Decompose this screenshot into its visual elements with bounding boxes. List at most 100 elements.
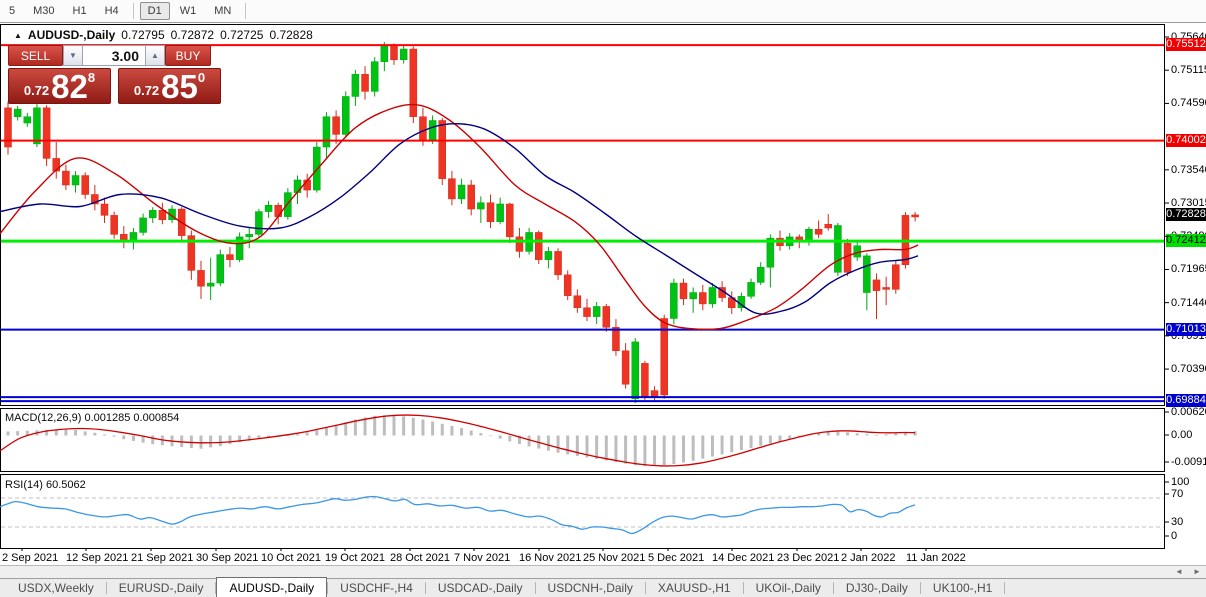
date-tick-label: 12 Sep 2021 (66, 552, 129, 564)
chart-tab-usdcad-daily[interactable]: USDCAD-,Daily (437, 581, 523, 595)
timeframe-toolbar: 5 M30 H1 H4 D1 W1 MN (0, 0, 1206, 23)
rsi-value: 60.5062 (45, 479, 86, 491)
rsi-tick-label: 100 (1171, 476, 1190, 488)
timeframe-button-h1[interactable]: H1 (72, 5, 87, 17)
tab-separator (742, 582, 744, 594)
macd-tick-label: -0.00919 (1171, 456, 1206, 468)
volume-decrease-icon[interactable]: ▼ (63, 45, 83, 66)
date-tick-label: 28 Oct 2021 (390, 552, 450, 564)
volume-increase-icon[interactable]: ▲ (145, 45, 165, 66)
tab-separator (327, 582, 329, 594)
timeframe-button-h4[interactable]: H4 (104, 5, 119, 17)
chart-tab-dj30-daily[interactable]: DJ30-,Daily (845, 581, 908, 595)
ohlc-close: 0.72828 (269, 28, 313, 42)
buy-price-point: 0 (197, 70, 206, 85)
ohlc-high: 0.72872 (170, 28, 215, 42)
price-badge-0.72412: 0.72412 (1166, 234, 1206, 248)
price-badge-0.71013: 0.71013 (1166, 322, 1206, 336)
date-tick-label: 19 Oct 2021 (325, 552, 385, 564)
collapse-panel-icon[interactable]: ▲ (14, 30, 22, 40)
sell-price-point: 8 (87, 70, 96, 85)
buy-button[interactable]: BUY (165, 45, 211, 66)
macd-tick-label: 0.006201 (1171, 406, 1206, 418)
ohlc-open: 0.72795 (121, 28, 165, 42)
timeframe-button-mn[interactable]: MN (214, 5, 232, 17)
date-tick-label: 11 Jan 2022 (906, 552, 966, 564)
ohlc-low: 0.72725 (220, 28, 264, 42)
tab-separator (105, 582, 107, 594)
sell-price-pips: 82 (51, 68, 88, 105)
date-tick-label: 23 Dec 2021 (777, 552, 840, 564)
macd-signal-line (0, 414, 916, 467)
date-tick-label: 2 Sep 2021 (2, 552, 59, 564)
rsi-label: RSI(14) 60.5062 (5, 479, 86, 491)
tab-separator (919, 582, 921, 594)
date-tick-label: 16 Nov 2021 (519, 552, 582, 564)
timeframe-button-w1[interactable]: W1 (179, 5, 197, 17)
tab-separator (832, 582, 834, 594)
sell-price-major: 0.72 (23, 83, 50, 98)
rsi-name: RSI(14) (5, 479, 43, 491)
sell-button[interactable]: SELL (8, 45, 63, 66)
chart-tab-usdcnh-daily[interactable]: USDCNH-,Daily (547, 581, 633, 595)
scroll-left-icon[interactable]: ◄ (1175, 567, 1183, 576)
volume-input[interactable]: 3.00 (83, 45, 145, 66)
scroll-right-icon[interactable]: ► (1193, 567, 1201, 576)
ma-slow-line (0, 122, 919, 315)
date-tick-label: 2 Jan 2022 (841, 552, 896, 564)
macd-values: 0.001285 0.000854 (84, 412, 180, 424)
buy-price-pips: 85 (161, 68, 198, 105)
price-badge-0.72828: 0.72828 (1166, 207, 1206, 221)
price-badge-0.69884: 0.69884 (1166, 394, 1206, 408)
date-tick-label: 7 Nov 2021 (454, 552, 511, 564)
macd-label: MACD(12,26,9) 0.001285 0.000854 (5, 412, 179, 424)
chart-tab-audusd-daily[interactable]: AUDUSD-,Daily (216, 577, 328, 597)
price-badge-0.75512: 0.75512 (1166, 38, 1206, 52)
rsi-tick-label: 70 (1171, 488, 1184, 500)
chart-tab-usdchf-h4[interactable]: USDCHF-,H4 (340, 581, 413, 595)
chart-tab-ukoil-daily[interactable]: UKOil-,Daily (755, 581, 821, 595)
timeframe-button-d1[interactable]: D1 (139, 2, 170, 20)
timeframe-button-5[interactable]: 5 (9, 5, 16, 17)
tab-separator (534, 582, 536, 594)
buy-price-major: 0.72 (133, 83, 160, 98)
tab-separator (644, 582, 646, 594)
buy-price-box[interactable]: 0.72 85 0 (118, 68, 221, 104)
toolbar-separator (245, 3, 247, 19)
tab-separator (215, 582, 217, 594)
macd-tick-label: 0.00 (1171, 429, 1193, 441)
macd-name: MACD(12,26,9) (5, 412, 82, 424)
sell-price-box[interactable]: 0.72 82 8 (8, 68, 111, 104)
one-click-trading-panel: SELL ▼ 3.00 ▲ BUY 0.72 82 8 0.72 85 0 (8, 45, 222, 104)
date-tick-label: 21 Sep 2021 (131, 552, 194, 564)
chart-tab-eurusd-daily[interactable]: EURUSD-,Daily (118, 581, 204, 595)
price-tick-label: 0.75115 (1171, 64, 1206, 77)
chart-symbol-label: AUDUSD-,Daily (27, 28, 116, 42)
ma-fast-line (0, 103, 919, 331)
horizontal-scrollbar[interactable]: ◄ ► (0, 565, 1206, 578)
date-tick-label: 25 Nov 2021 (583, 552, 646, 564)
price-tick-label: 0.73015 (1171, 197, 1206, 210)
date-tick-label: 14 Dec 2021 (712, 552, 775, 564)
chart-header: ▲ AUDUSD-,Daily 0.72795 0.72872 0.72725 … (14, 28, 313, 42)
date-tick-label: 30 Sep 2021 (196, 552, 259, 564)
chart-tab-bar: USDX,Weekly EURUSD-,Daily AUDUSD-,Daily USD… (0, 577, 1206, 597)
rsi-pane[interactable] (0, 474, 1165, 549)
macd-pane[interactable] (0, 408, 1165, 472)
price-badge-0.74002: 0.74002 (1166, 133, 1206, 147)
rsi-tick-label: 0 (1171, 530, 1178, 542)
rsi-tick-label: 30 (1171, 516, 1184, 528)
date-tick-label: 5 Dec 2021 (648, 552, 705, 564)
chart-tab-xauusd-h1[interactable]: XAUUSD-,H1 (657, 581, 731, 595)
toolbar-separator (132, 3, 134, 19)
chart-tab-uk100-h1[interactable]: UK100-,H1 (932, 581, 993, 595)
tab-separator (424, 582, 426, 594)
rsi-line (0, 495, 916, 535)
timeframe-button-m30[interactable]: M30 (33, 5, 55, 17)
chart-tab-usdx-weekly[interactable]: USDX,Weekly (18, 581, 94, 595)
